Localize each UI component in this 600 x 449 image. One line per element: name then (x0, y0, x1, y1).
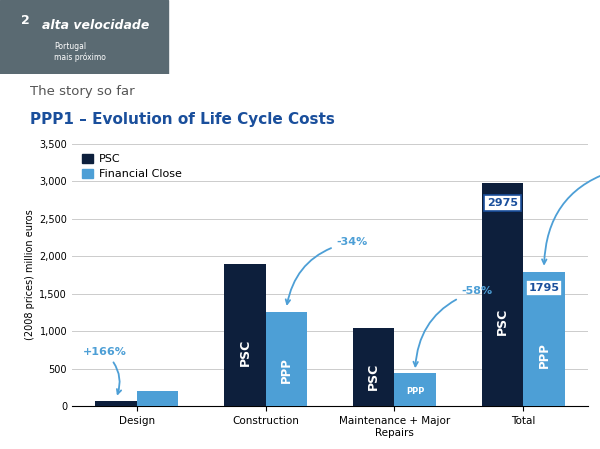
Text: PSC was based on benchmarking data from high speed lines in service: PSC was based on benchmarking data from … (79, 427, 521, 437)
Bar (394, 373, 436, 406)
Bar (95, 401, 137, 406)
Text: PPP: PPP (406, 387, 424, 396)
Text: +166%: +166% (83, 348, 127, 394)
Text: PSC: PSC (496, 308, 509, 335)
Text: -58%: -58% (413, 286, 493, 366)
Text: 1795: 1795 (529, 283, 559, 293)
Bar (353, 328, 394, 406)
Bar (523, 272, 565, 406)
Legend: PSC, Financial Close: PSC, Financial Close (77, 149, 186, 184)
Text: 2: 2 (21, 14, 30, 27)
Bar (137, 392, 178, 406)
Text: PSC: PSC (238, 339, 251, 366)
Bar (0, 0, 168, 74)
Text: PPP: PPP (538, 342, 550, 368)
Text: PSC: PSC (367, 363, 380, 390)
Text: The story so far: The story so far (30, 84, 134, 97)
Text: -34%: -34% (286, 237, 368, 304)
Text: Portugal
mais próximo: Portugal mais próximo (54, 42, 106, 62)
Y-axis label: (2008 prices) million euros: (2008 prices) million euros (25, 210, 35, 340)
Text: PPP1 – Evolution of Life Cycle Costs: PPP1 – Evolution of Life Cycle Costs (30, 112, 335, 128)
Bar (224, 264, 266, 406)
Text: PPP: PPP (280, 357, 293, 383)
Bar (482, 183, 523, 406)
Bar (266, 312, 307, 406)
Text: alta velocidade: alta velocidade (42, 19, 149, 32)
Text: 2975: 2975 (487, 198, 518, 208)
Text: -40%: -40% (542, 162, 600, 264)
